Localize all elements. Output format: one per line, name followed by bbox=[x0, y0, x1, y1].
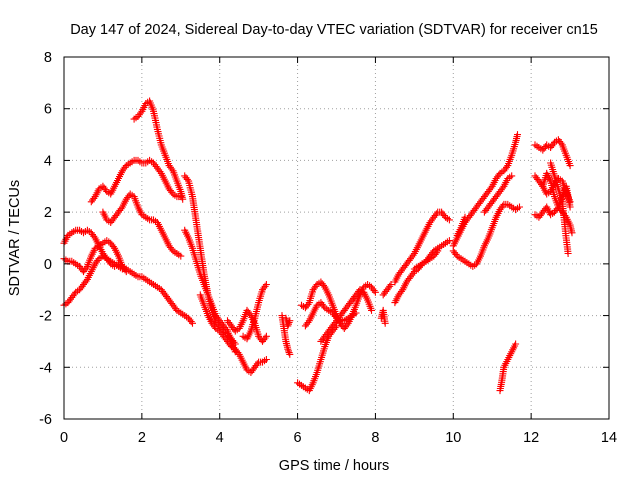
data-point bbox=[109, 243, 117, 251]
data-point bbox=[286, 317, 294, 325]
data-point bbox=[211, 323, 218, 331]
data-point bbox=[508, 172, 516, 180]
data-point bbox=[503, 163, 510, 171]
data-point bbox=[189, 319, 196, 327]
x-tick-label: 4 bbox=[216, 430, 224, 446]
data-point bbox=[557, 139, 565, 147]
data-point bbox=[461, 213, 469, 221]
data-point bbox=[122, 268, 130, 276]
data-point bbox=[94, 256, 102, 264]
data-point bbox=[285, 349, 293, 357]
data-point bbox=[285, 347, 292, 355]
data-point bbox=[183, 175, 191, 183]
chart-title: Day 147 of 2024, Sidereal Day-to-day VTE… bbox=[70, 22, 598, 38]
data-point bbox=[82, 277, 90, 285]
plot-frame bbox=[63, 56, 610, 420]
data-point bbox=[352, 309, 360, 317]
data-point bbox=[564, 250, 572, 257]
data-point bbox=[172, 305, 180, 313]
data-point bbox=[284, 322, 292, 330]
y-axis-label: SDTVAR / TECUs bbox=[7, 180, 23, 296]
data-point bbox=[381, 319, 389, 327]
data-point bbox=[121, 163, 129, 171]
data-point bbox=[409, 251, 417, 259]
data-point bbox=[222, 325, 230, 333]
x-tick-label: 0 bbox=[60, 430, 68, 446]
data-point bbox=[452, 250, 460, 258]
data-point bbox=[387, 281, 395, 288]
x-tick-label: 6 bbox=[294, 430, 302, 446]
y-tick-label: -2 bbox=[39, 309, 52, 325]
data-marks bbox=[60, 97, 576, 395]
data-point bbox=[568, 229, 576, 237]
data-point bbox=[121, 266, 129, 274]
data-point bbox=[117, 205, 125, 213]
grid bbox=[64, 57, 609, 419]
data-point bbox=[487, 184, 495, 192]
data-point bbox=[440, 212, 448, 220]
y-tick-label: -6 bbox=[39, 412, 52, 428]
data-point bbox=[499, 202, 507, 210]
data-point bbox=[516, 203, 523, 211]
data-point bbox=[284, 345, 292, 353]
data-point bbox=[495, 171, 503, 179]
data-point bbox=[253, 360, 261, 368]
data-point bbox=[262, 332, 270, 340]
data-point bbox=[262, 356, 270, 363]
data-point bbox=[371, 288, 379, 296]
data-point bbox=[90, 232, 98, 240]
y-tick-label: 2 bbox=[44, 205, 52, 221]
x-axis-label: GPS time / hours bbox=[279, 458, 389, 474]
x-tick-label: 12 bbox=[523, 430, 539, 446]
data-point bbox=[262, 281, 270, 288]
data-point bbox=[566, 162, 574, 170]
data-point bbox=[179, 195, 187, 203]
data-point bbox=[168, 188, 176, 196]
data-point bbox=[168, 245, 176, 253]
data-point bbox=[499, 184, 507, 192]
data-point bbox=[70, 290, 78, 298]
data-point bbox=[445, 237, 453, 245]
y-tick-label: -4 bbox=[39, 360, 52, 376]
data-point bbox=[102, 253, 109, 261]
x-tick-label: 10 bbox=[445, 430, 461, 446]
data-point bbox=[177, 252, 185, 260]
data-point bbox=[409, 269, 417, 277]
x-tick-label: 2 bbox=[138, 430, 146, 446]
data-point bbox=[368, 306, 375, 314]
data-point bbox=[434, 247, 442, 255]
y-tick-label: 8 bbox=[44, 50, 52, 66]
y-tick-label: 6 bbox=[44, 102, 52, 118]
data-point bbox=[320, 302, 327, 310]
data-point bbox=[514, 131, 521, 139]
data-point bbox=[566, 203, 574, 211]
data-point bbox=[512, 340, 520, 348]
data-point bbox=[261, 334, 269, 342]
axis-ticks: 0 2 4 6 8 10 12 14 -6 -4 -2 0 2 4 6 8 bbox=[39, 50, 617, 446]
x-tick-label: 8 bbox=[371, 430, 379, 446]
data-point bbox=[226, 341, 234, 349]
data-point bbox=[445, 216, 453, 224]
data-point bbox=[397, 287, 405, 295]
data-point bbox=[187, 318, 195, 326]
x-tick-label: 14 bbox=[601, 430, 617, 446]
data-point bbox=[286, 350, 294, 358]
y-tick-label: 4 bbox=[44, 153, 52, 169]
data-point bbox=[285, 320, 292, 328]
y-tick-label: 0 bbox=[44, 257, 52, 273]
data-point bbox=[320, 281, 327, 289]
data-point bbox=[137, 109, 145, 117]
data-point bbox=[370, 287, 378, 295]
